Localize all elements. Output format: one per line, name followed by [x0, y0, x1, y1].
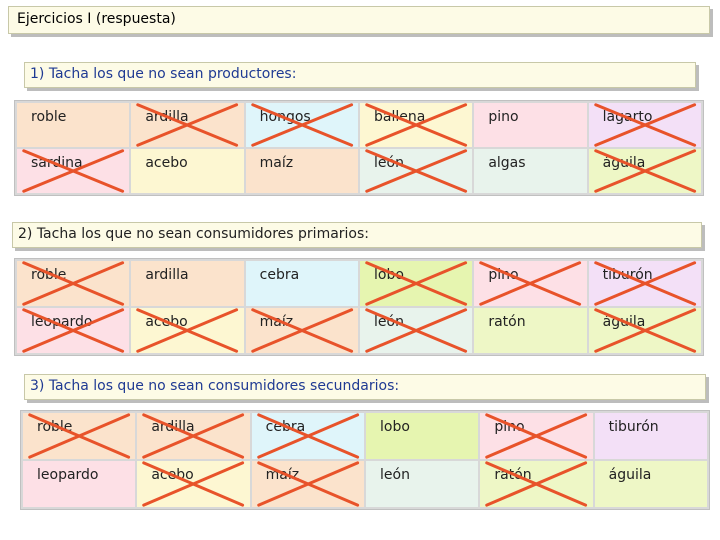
word-cell[interactable]: hongos — [245, 103, 358, 147]
cross-mark-icon — [246, 103, 358, 147]
word-label: ratón — [488, 314, 526, 330]
word-cell[interactable]: león — [360, 308, 473, 353]
word-cell[interactable]: águila — [594, 461, 707, 507]
exercise-1-header: 1) Tacha los que no sean productores: — [24, 62, 696, 88]
word-cell[interactable]: leopardo — [17, 308, 130, 353]
word-cell[interactable]: algas — [474, 149, 587, 193]
word-label: león — [380, 467, 410, 483]
word-cell[interactable]: lobo — [366, 413, 479, 459]
page-title: Ejercicios I (respuesta) — [17, 11, 176, 27]
word-label: acebo — [145, 155, 188, 171]
word-cell[interactable]: pino — [474, 103, 587, 147]
cross-mark-icon — [360, 103, 472, 147]
cross-mark-icon — [360, 149, 472, 193]
word-cell[interactable]: cebra — [245, 261, 358, 306]
cross-mark-icon — [360, 308, 472, 353]
word-label: roble — [31, 109, 67, 125]
exercise-1-grid: roble ardillahongosballena pino lagarto sard… — [14, 100, 704, 196]
word-cell[interactable]: águila — [588, 149, 701, 193]
cross-mark-icon — [17, 261, 129, 306]
word-cell[interactable]: ratón — [480, 461, 593, 507]
word-label: leopardo — [37, 467, 99, 483]
word-label: maíz — [259, 314, 294, 330]
word-cell[interactable]: acebo — [131, 149, 244, 193]
word-label: tiburón — [608, 419, 659, 435]
word-cell[interactable]: acebo — [137, 461, 250, 507]
word-cell[interactable]: león — [366, 461, 479, 507]
word-label: maíz — [259, 155, 294, 171]
word-label: águila — [608, 467, 652, 483]
cross-mark-icon — [17, 308, 129, 353]
cross-mark-icon — [589, 149, 701, 193]
cross-mark-icon — [360, 261, 472, 306]
word-cell[interactable]: ardilla — [131, 103, 244, 147]
cross-mark-icon — [252, 413, 364, 459]
cross-mark-icon — [23, 413, 135, 459]
cross-mark-icon — [480, 461, 592, 507]
word-cell[interactable]: águila — [588, 308, 701, 353]
word-cell[interactable]: lobo — [360, 261, 473, 306]
word-cell[interactable]: pino — [474, 261, 587, 306]
exercise-2-header: 2) Tacha los que no sean consumidores pr… — [12, 222, 702, 248]
word-cell[interactable]: roble — [23, 413, 136, 459]
word-cell[interactable]: maíz — [245, 308, 358, 353]
word-cell[interactable]: cebra — [251, 413, 364, 459]
cross-mark-icon — [137, 413, 249, 459]
cross-mark-icon — [131, 308, 243, 353]
cross-mark-icon — [474, 261, 586, 306]
exercise-2-label: 2) Tacha los que no sean consumidores pr… — [18, 226, 370, 242]
exercise-2-grid: roble ardilla cebra lobo pino tiburón leopardo… — [14, 258, 704, 356]
word-cell[interactable]: roble — [17, 103, 130, 147]
word-label: león — [374, 314, 404, 330]
word-label: pino — [494, 419, 525, 435]
word-cell[interactable]: lagarto — [588, 103, 701, 147]
word-cell[interactable]: ardilla — [137, 413, 250, 459]
word-label: pino — [488, 267, 519, 283]
cross-mark-icon — [589, 103, 701, 147]
cross-mark-icon — [252, 461, 364, 507]
word-cell[interactable]: leopardo — [23, 461, 136, 507]
word-label: lobo — [374, 267, 404, 283]
exercise-3-label: 3) Tacha los que no sean consumidores se… — [30, 378, 400, 394]
cross-mark-icon — [17, 149, 129, 193]
cross-mark-icon — [246, 308, 358, 353]
word-cell[interactable]: maíz — [245, 149, 358, 193]
word-cell[interactable]: sardina — [17, 149, 130, 193]
word-cell[interactable]: tiburón — [588, 261, 701, 306]
word-cell[interactable]: ballena — [360, 103, 473, 147]
word-cell[interactable]: ratón — [474, 308, 587, 353]
cross-mark-icon — [137, 461, 249, 507]
word-label: pino — [488, 109, 519, 125]
cross-mark-icon — [480, 413, 592, 459]
word-cell[interactable]: maíz — [251, 461, 364, 507]
word-label: león — [374, 155, 404, 171]
title-bar: Ejercicios I (respuesta) — [8, 6, 710, 34]
word-cell[interactable]: pino — [480, 413, 593, 459]
word-cell[interactable]: ardilla — [131, 261, 244, 306]
word-label: ardilla — [145, 267, 189, 283]
word-cell[interactable]: acebo — [131, 308, 244, 353]
word-label: cebra — [259, 267, 300, 283]
word-cell[interactable]: tiburón — [594, 413, 707, 459]
cross-mark-icon — [131, 103, 243, 147]
word-cell[interactable]: roble — [17, 261, 130, 306]
word-label: lobo — [380, 419, 410, 435]
cross-mark-icon — [589, 308, 701, 353]
exercise-3-header: 3) Tacha los que no sean consumidores se… — [24, 374, 706, 400]
word-cell[interactable]: león — [360, 149, 473, 193]
exercise-1-label: 1) Tacha los que no sean productores: — [30, 66, 297, 82]
cross-mark-icon — [589, 261, 701, 306]
word-label: algas — [488, 155, 526, 171]
